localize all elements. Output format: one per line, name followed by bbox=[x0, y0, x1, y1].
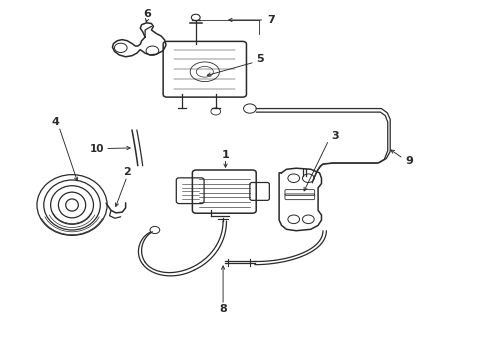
Text: 9: 9 bbox=[406, 156, 414, 166]
Text: 6: 6 bbox=[144, 9, 151, 19]
Text: 1: 1 bbox=[221, 150, 229, 160]
Text: 10: 10 bbox=[90, 144, 105, 154]
Text: 2: 2 bbox=[123, 167, 131, 177]
Text: 4: 4 bbox=[51, 117, 59, 127]
Text: 3: 3 bbox=[331, 131, 339, 141]
Text: 8: 8 bbox=[219, 304, 227, 314]
Text: 7: 7 bbox=[267, 15, 275, 25]
Text: 5: 5 bbox=[256, 54, 264, 64]
